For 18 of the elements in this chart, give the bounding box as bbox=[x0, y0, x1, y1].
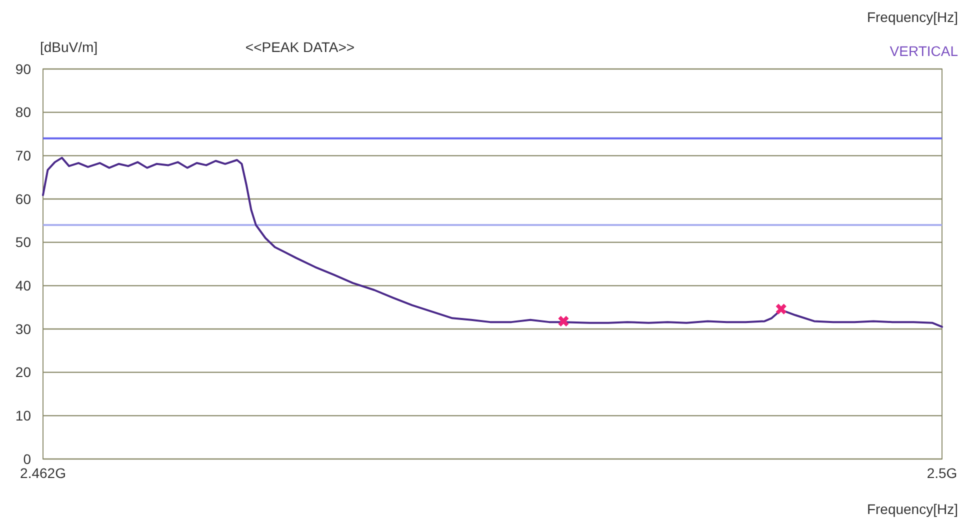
y-tick-label: 10 bbox=[15, 408, 32, 424]
y-tick-label: 70 bbox=[15, 148, 32, 164]
y-tick-label: 40 bbox=[15, 278, 32, 294]
y-axis-title: [dBuV/m] bbox=[40, 39, 98, 55]
y-tick-label: 20 bbox=[15, 364, 32, 380]
line-series bbox=[42, 156, 943, 328]
y-tick-label: 50 bbox=[15, 234, 32, 250]
y-tick-label: 0 bbox=[23, 450, 32, 467]
text: Frequency[Hz] bbox=[866, 9, 958, 25]
y-tick-label: 80 bbox=[15, 104, 32, 120]
y-tick-label: 30 bbox=[15, 320, 32, 337]
x-axis-title: Frequency[Hz] bbox=[866, 501, 958, 517]
text: VERTICAL bbox=[890, 43, 958, 59]
y-tick-label: 90 bbox=[15, 60, 32, 77]
chart-title: <<PEAK DATA>> bbox=[245, 39, 355, 55]
x-tick-label: 2.462G bbox=[20, 465, 66, 481]
x-tick-label: 2.5G bbox=[926, 465, 958, 481]
y-tick-label: 60 bbox=[15, 190, 32, 207]
